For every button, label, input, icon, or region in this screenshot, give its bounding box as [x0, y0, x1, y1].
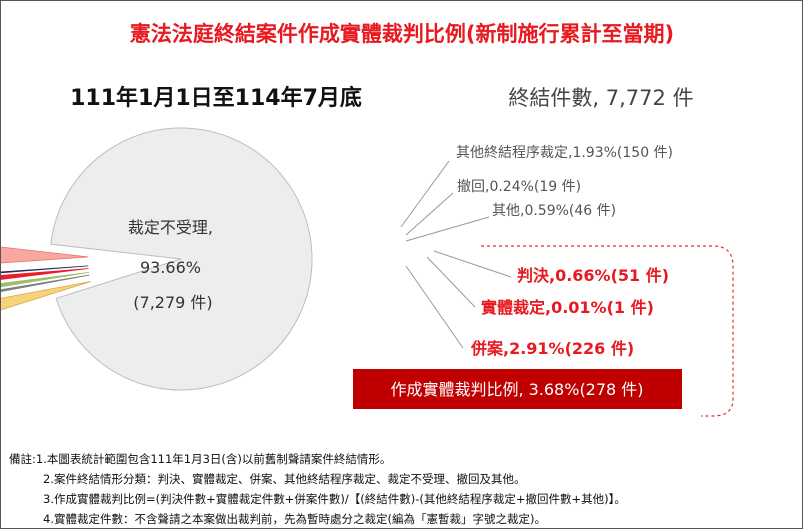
leader-other-termination	[400, 160, 450, 228]
highlight-bracket	[481, 245, 734, 417]
label-withdrawal: 撤回,0.24%(19 件)	[457, 179, 581, 195]
leader-other	[405, 216, 490, 242]
chart-title: 憲法法庭終結案件作成實體裁判比例(新制施行累計至當期)	[130, 22, 674, 46]
slice-consolidation	[1, 246, 89, 264]
label-judgment: 判決,0.66%(51 件)	[517, 266, 669, 285]
note-1: 備註:1.本圖表統計範圍包含111年1月3日(含)以前舊制聲請案件終結情形。	[9, 452, 392, 466]
slice-withdrawal	[1, 274, 90, 292]
main-slice-name: 裁定不受理,	[128, 218, 213, 237]
leader-substantive-ruling	[426, 256, 476, 308]
main-slice-percent: 93.66%	[140, 258, 201, 277]
label-substantive-ruling: 實體裁定,0.01%(1 件)	[481, 298, 654, 317]
note-2: 2.案件終結情形分類：判決、實體裁定、併案、其他終結程序裁定、裁定不受理、撤回及…	[43, 472, 526, 486]
leader-judgment	[433, 250, 512, 278]
highlight-box	[353, 369, 682, 409]
note-4: 4.實體裁定件數：不含聲請之本案做出裁判前，先為暫時處分之裁定(編為「憲暫裁」字…	[43, 512, 546, 526]
main-slice-label: 裁定不受理, 93.66% (7,279 件)	[128, 218, 218, 312]
notes: 備註:1.本圖表統計範圍包含111年1月3日(含)以前舊制聲請案件終結情形。 2…	[9, 449, 799, 529]
note-3: 3.作成實體裁判比例=(判決件數+實體裁定件數+併案件數)/【(終結件數)-(其…	[43, 492, 626, 506]
slice-judgment	[1, 268, 89, 280]
slice-other-termination	[1, 281, 91, 311]
slice-dismissal	[50, 127, 313, 391]
pie-chart: 憲法法庭終結案件作成實體裁判比例(新制施行累計至當期) 111年1月1日至114…	[1, 22, 734, 417]
leader-withdrawal	[405, 192, 454, 236]
label-other: 其他,0.59%(46 件)	[492, 203, 616, 219]
label-other-termination: 其他終結程序裁定,1.93%(150 件)	[456, 145, 673, 161]
total-count: 終結件數, 7,772 件	[508, 86, 693, 110]
slice-substantive-ruling	[1, 265, 89, 274]
period-label: 111年1月1日至114年7月底	[70, 85, 362, 111]
main-slice-count: (7,279 件)	[133, 293, 212, 312]
highlight-label: 作成實體裁判比例, 3.68%(278 件)	[390, 380, 643, 399]
label-consolidation: 併案,2.91%(226 件)	[470, 339, 634, 358]
leader-lines	[400, 160, 512, 349]
leader-consolidation	[405, 265, 464, 349]
pie-slices	[1, 127, 313, 391]
